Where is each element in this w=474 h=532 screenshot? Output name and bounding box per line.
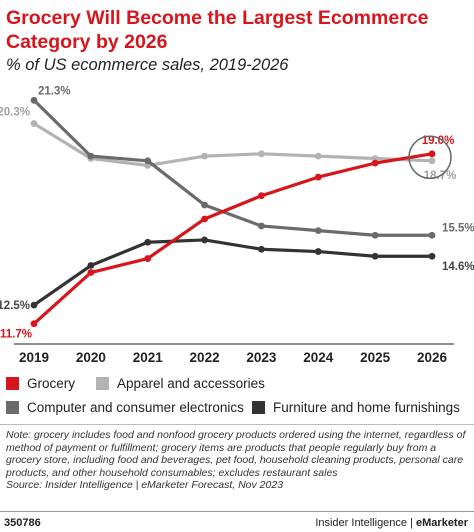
data-point: [30, 320, 38, 328]
highlight-ring: [408, 135, 452, 180]
series-line-2: [32, 99, 432, 237]
legend-item-apparel: Apparel and accessories: [96, 376, 265, 391]
brand-right: eMarketer: [416, 517, 468, 529]
data-point: [371, 159, 379, 167]
data-point: [87, 269, 95, 276]
legend-swatch-furniture: [252, 401, 265, 414]
data-point: [314, 227, 322, 235]
data-point: [428, 231, 436, 239]
data-point: [314, 248, 322, 255]
data-point: [144, 238, 152, 246]
data-point: [144, 255, 152, 262]
data-point: [144, 157, 152, 165]
data-point: [201, 236, 208, 244]
legend-item-grocery: Grocery: [6, 376, 75, 391]
data-label: 12.5%: [0, 300, 30, 312]
chart-id: 350786: [4, 517, 41, 529]
data-point: [428, 150, 436, 158]
x-tick-label: 2026: [417, 350, 448, 365]
data-label: 20.3%: [0, 107, 30, 119]
x-tick-label: 2025: [360, 350, 391, 365]
x-tick-label: 2022: [190, 350, 220, 365]
data-point: [428, 157, 436, 165]
chart-title: Grocery Will Become the Largest Ecommerc…: [6, 7, 429, 53]
data-point: [258, 150, 265, 158]
data-point: [258, 245, 265, 253]
data-point: [371, 231, 379, 239]
footer: 350786 Insider Intelligence | eMarketer: [0, 511, 474, 532]
line-chart: 2019 2020 2021 2022 2023 2024 2025 202611.7%19.…: [0, 85, 474, 365]
data-point: [30, 120, 38, 127]
data-point: [258, 222, 265, 230]
data-label: 14.6%: [442, 261, 474, 273]
x-tick-label: 2020: [76, 350, 106, 365]
source-text: Source: Insider Intelligence | eMarketer…: [6, 479, 284, 492]
data-point: [371, 252, 379, 260]
data-point: [258, 192, 265, 200]
data-point: [87, 152, 95, 160]
data-label: 11.7%: [0, 329, 32, 341]
legend-label-furniture: Furniture and home furnishings: [273, 400, 460, 415]
data-point: [371, 155, 379, 162]
data-label: 21.3%: [38, 85, 71, 97]
legend-item-furniture: Furniture and home furnishings: [252, 400, 460, 415]
legend-swatch-electronics: [6, 401, 19, 414]
x-tick-label: 2024: [303, 350, 334, 365]
chart-notes: Note: grocery includes food and nonfood …: [0, 424, 474, 512]
data-label: 15.5%: [442, 222, 474, 234]
data-point: [201, 201, 208, 209]
brand: Insider Intelligence | eMarketer: [315, 517, 468, 529]
chart-subtitle: % of US ecommerce sales, 2019-2026: [6, 56, 289, 74]
data-point: [201, 215, 208, 223]
brand-left: Insider Intelligence |: [315, 517, 417, 529]
legend-swatch-grocery: [6, 377, 19, 390]
data-point: [87, 262, 95, 269]
data-point: [314, 152, 322, 160]
x-tick-label: 2019: [19, 350, 49, 365]
legend-label-apparel: Apparel and accessories: [117, 376, 265, 391]
x-tick-label: 2021: [133, 350, 164, 365]
legend-label-grocery: Grocery: [27, 376, 76, 391]
note-text: Note: grocery includes food and nonfood …: [6, 429, 466, 479]
legend-item-electronics: Computer and consumer electronics: [6, 400, 244, 415]
series-line-3: [33, 238, 432, 307]
series-line-1: [33, 122, 433, 168]
data-point: [30, 301, 38, 309]
data-point: [428, 252, 436, 260]
data-point: [201, 152, 208, 160]
data-point: [314, 173, 322, 181]
legend-label-electronics: Computer and consumer electronics: [27, 400, 244, 415]
legend-swatch-apparel: [96, 377, 109, 390]
x-tick-label: 2023: [246, 350, 277, 365]
data-point: [30, 96, 38, 104]
series-line-0: [32, 152, 433, 325]
